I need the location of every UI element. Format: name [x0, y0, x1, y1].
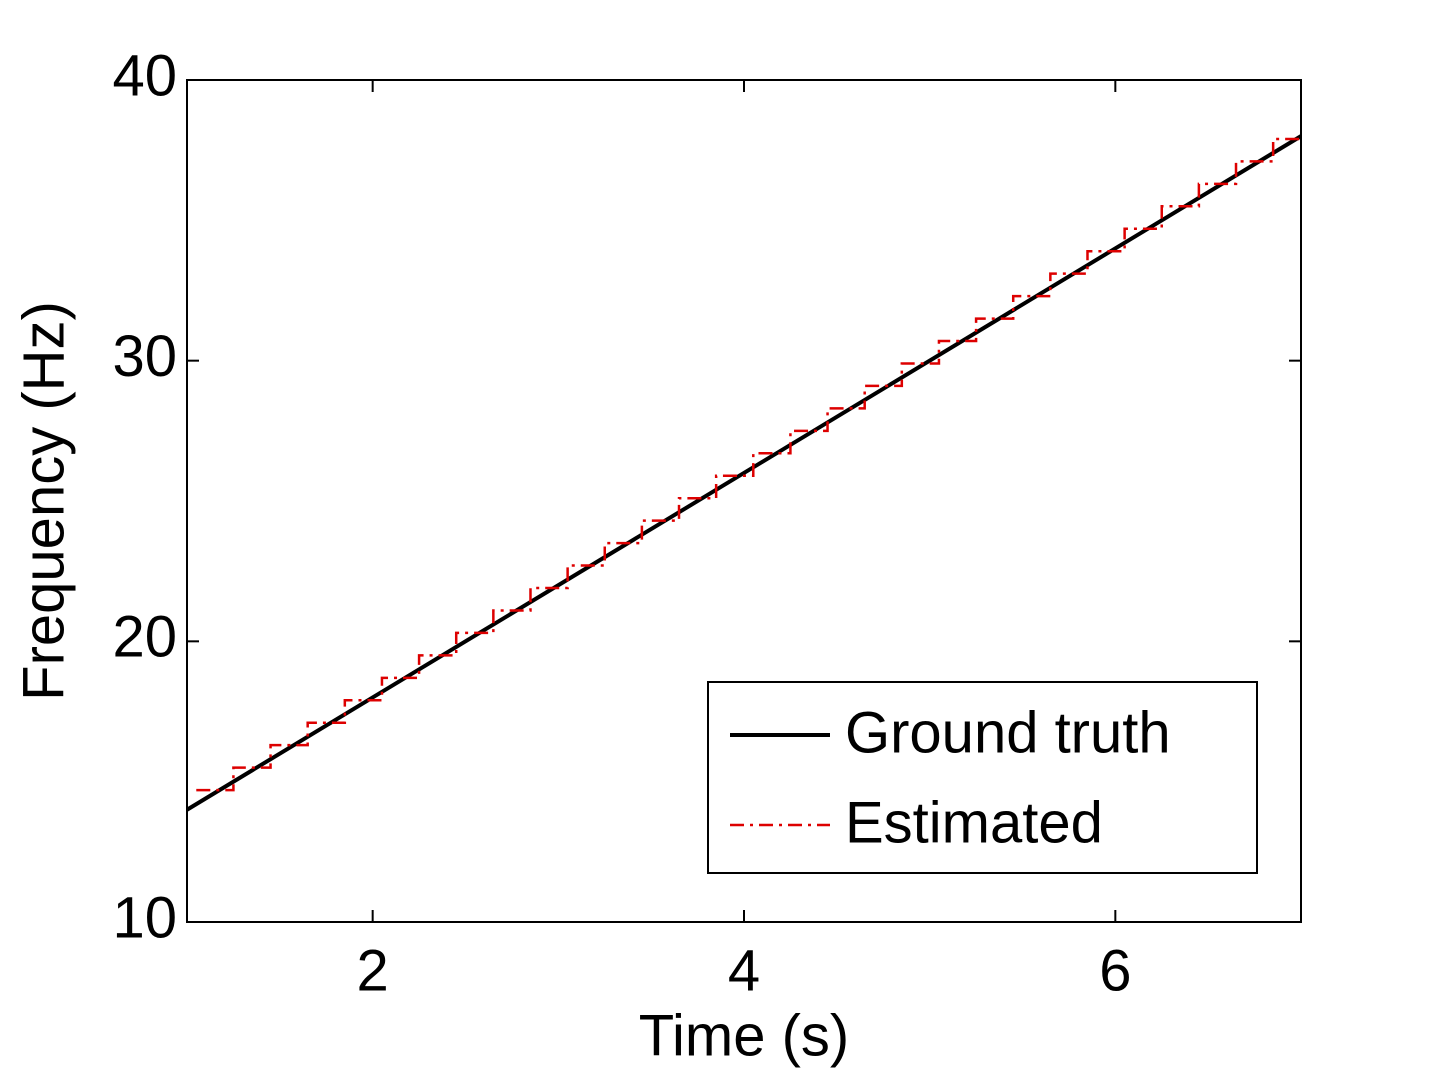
x-tick-label: 6 [1099, 938, 1131, 1003]
legend-label: Ground truth [845, 700, 1171, 765]
x-tick-label: 2 [357, 938, 389, 1003]
y-tick-label: 40 [112, 43, 177, 108]
y-tick-label: 10 [112, 885, 177, 950]
y-tick-label: 20 [112, 605, 177, 670]
legend-label: Estimated [845, 790, 1103, 855]
legend-box [707, 681, 1258, 874]
data-line [196, 137, 1301, 792]
data-line [185, 134, 1303, 812]
y-axis-label: Frequency (Hz) [11, 301, 76, 701]
y-tick-label: 30 [112, 324, 177, 389]
x-axis-label: Time (s) [639, 1003, 849, 1068]
x-tick-label: 4 [728, 938, 760, 1003]
